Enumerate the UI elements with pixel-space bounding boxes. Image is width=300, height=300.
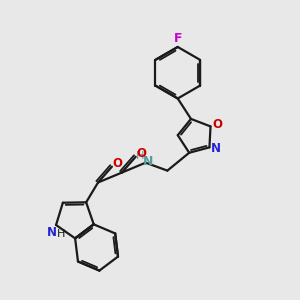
Text: O: O <box>113 157 123 170</box>
Text: O: O <box>136 147 147 160</box>
Text: N: N <box>142 155 153 168</box>
Text: N: N <box>47 226 57 239</box>
Text: F: F <box>173 32 182 44</box>
Text: N: N <box>212 142 221 155</box>
Text: H: H <box>136 151 144 161</box>
Text: H: H <box>57 229 65 239</box>
Text: O: O <box>212 118 223 131</box>
